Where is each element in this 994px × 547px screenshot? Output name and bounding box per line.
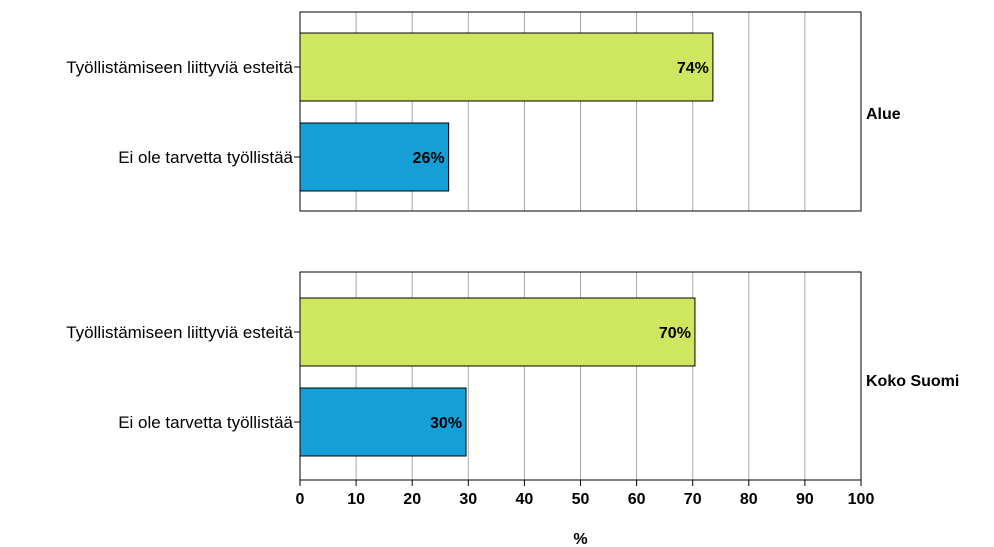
panel-2-label: Koko Suomi [866,373,959,390]
x-tick-label-0: 0 [296,491,305,508]
x-tick-label-90: 90 [796,491,814,508]
panel-1-label: Alue [866,106,901,123]
x-tick-label-70: 70 [684,491,702,508]
frame-layer [294,11,862,486]
x-tick-label-20: 20 [403,491,421,508]
x-tick-label-10: 10 [347,491,365,508]
x-tick-label-60: 60 [628,491,646,508]
panel-1-bar-1 [299,32,714,102]
panel-1-value-label-1: 74% [677,60,709,77]
bar-layer [299,32,714,457]
panel-2-category-label-2: Ei ole tarvetta työllistää [118,413,293,432]
x-axis-title: % [573,531,587,547]
x-tick-label-100: 100 [848,491,875,508]
x-tick-label-50: 50 [572,491,590,508]
panel-1-frame [299,11,862,212]
panel-2-value-label-2: 30% [430,415,462,432]
x-tick-label-30: 30 [459,491,477,508]
panel-2-category-label-1: Työllistämiseen liittyviä esteitä [66,323,293,342]
panel-1-category-label-1: Työllistämiseen liittyviä esteitä [66,58,293,77]
panel-2-value-label-1: 70% [659,325,691,342]
text-layer: 74% Työllistämiseen liittyviä esteitä 26% E… [66,58,959,508]
panel-1-value-label-2: 26% [413,150,445,167]
x-tick-label-80: 80 [740,491,758,508]
panel-2-bar-2 [299,387,467,457]
panel-1-bar-2 [299,122,450,192]
x-tick-label-40: 40 [516,491,534,508]
panel-2-bar-1 [299,297,696,367]
panel-1-category-label-2: Ei ole tarvetta työllistää [118,148,293,167]
